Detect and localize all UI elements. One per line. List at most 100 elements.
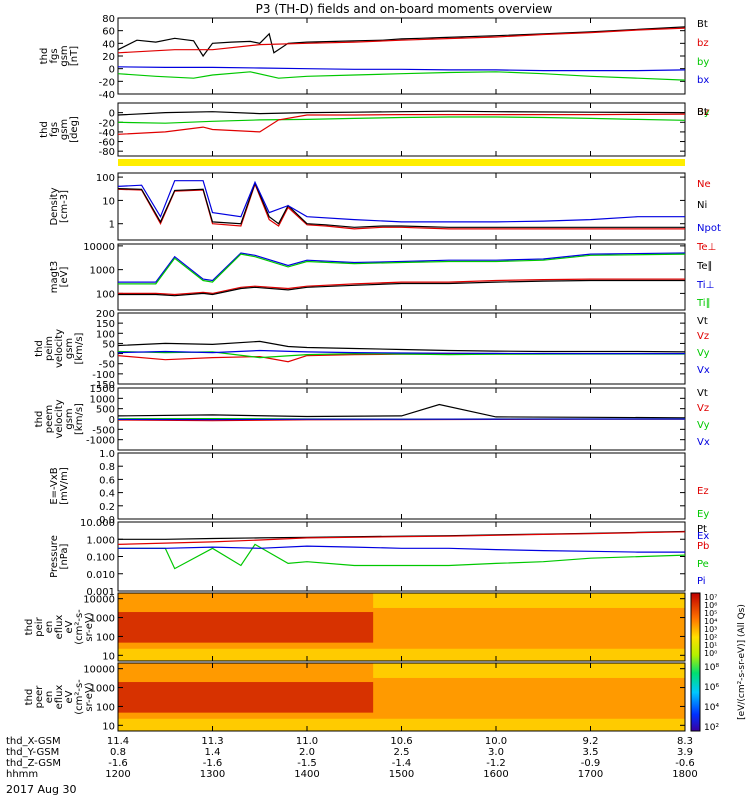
- colorbar-label: [eV/(cm²-s-sr-eV)] (All Qs): [737, 604, 747, 720]
- legend-label-Ey: Ey: [697, 509, 709, 520]
- y-tick-label: 1000: [90, 266, 115, 277]
- series-line-Ni: [117, 181, 685, 228]
- time-axis-value: 9.2: [583, 736, 599, 747]
- y-tick-label: 0: [109, 65, 115, 76]
- time-axis-row-label: hhmm: [6, 769, 38, 780]
- y-axis-label: gsm: [64, 338, 75, 359]
- colorbar-tick: 10⁴: [704, 617, 717, 626]
- y-axis-label: sr-eV): [84, 682, 95, 711]
- y-tick-label: -20: [99, 77, 115, 88]
- legend-label-bx: bx: [697, 75, 709, 86]
- time-axis-value: 2.5: [394, 747, 410, 758]
- y-axis-label: eflux: [54, 615, 65, 640]
- y-axis-label: (cm²-s-: [74, 679, 85, 715]
- y-tick-label: 100: [96, 173, 115, 184]
- time-axis-row-label: thd_X-GSM: [6, 736, 61, 747]
- y-tick-label: 20: [102, 52, 115, 63]
- y-tick-label: 80: [102, 14, 115, 25]
- y-axis-label: [nPa]: [59, 543, 70, 569]
- time-axis-value: 1200: [105, 769, 130, 780]
- colorbar-tick: 10³: [704, 625, 717, 634]
- y-tick-label: 10000: [83, 665, 115, 676]
- y-axis-label: [km/s]: [74, 332, 85, 364]
- time-axis-value: -0.6: [675, 758, 695, 769]
- legend-label-Pi: Pi: [697, 576, 706, 587]
- y-tick-label: 100: [96, 702, 115, 713]
- y-axis-label: [mV/m]: [59, 467, 70, 505]
- y-tick-label: -50: [99, 360, 115, 371]
- series-line-Pb: [117, 531, 686, 545]
- series-line-Pi: [118, 545, 685, 553]
- y-tick-label: -80: [99, 147, 115, 158]
- y-axis-label: thd: [34, 411, 45, 428]
- y-tick-label: -20: [99, 118, 115, 129]
- series-line-bx: [117, 66, 686, 72]
- y-tick-label: 100: [96, 329, 115, 340]
- panel-frame: [117, 521, 686, 592]
- legend-label-Vy: Vy: [697, 348, 710, 359]
- series-line-by: [117, 71, 686, 81]
- y-axis-label: velocity: [54, 329, 65, 368]
- series-line-Vt: [117, 403, 686, 419]
- colorbar-tick: 10⁴: [704, 703, 719, 713]
- y-tick-label: 1.000: [86, 535, 115, 546]
- y-tick-label: 1500: [90, 384, 115, 395]
- y-axis-label: sr-eV): [84, 612, 95, 641]
- panel-efield: 1.0 0.8 0.6 0.4 0.2 0.0 E=-VxB [mV/m] Ez Ey Ex: [49, 449, 709, 542]
- panel-frame: [117, 172, 686, 241]
- legend-label-Vt: Vt: [697, 388, 708, 399]
- spectrogram-low-energy: [118, 648, 685, 661]
- spectrogram-high-energy: [373, 663, 685, 678]
- colorbar-tick: 10⁵: [704, 609, 717, 618]
- time-axis-value: 0.8: [110, 747, 126, 758]
- y-axis-label: thd: [34, 340, 45, 357]
- spectrogram-intense-band: [118, 612, 374, 643]
- colorbar-tick: 10¹: [704, 641, 717, 650]
- y-axis-label: magt3: [49, 261, 60, 294]
- y-tick-label: 0: [109, 415, 115, 426]
- legend-label-Vt: Vt: [697, 316, 708, 327]
- y-tick-label: 0.010: [86, 570, 115, 581]
- y-tick-label: 150: [96, 319, 115, 330]
- time-axis-value: 11.3: [201, 736, 223, 747]
- y-tick-label: 0.6: [99, 475, 115, 486]
- y-axis-label: E=-VxB: [49, 467, 60, 504]
- time-axis-value: 1400: [294, 769, 319, 780]
- legend-label-Ti∥: Ti∥: [696, 298, 711, 309]
- y-axis-label: (cm²-s-: [74, 609, 85, 645]
- colorbar-gradient: [690, 592, 701, 732]
- series-line-Vt: [117, 340, 686, 353]
- time-axis-row-label: thd_Z-GSM: [6, 758, 61, 769]
- y-tick-label: 1000: [90, 684, 115, 695]
- series-line-Ne: [117, 182, 685, 230]
- legend-label-Ti⊥: Ti⊥: [696, 280, 714, 291]
- colorbar-tick: 10⁷: [704, 593, 717, 602]
- time-axis-value: 1.4: [205, 747, 221, 758]
- time-axis-value: 1700: [578, 769, 603, 780]
- series-line-Bt: [117, 110, 686, 116]
- y-tick-label: -100: [92, 370, 115, 381]
- legend-label-By: By: [697, 107, 710, 118]
- series-line-Te⊥: [118, 278, 685, 296]
- series-line-Te∥: [118, 279, 685, 297]
- y-axis-label: eflux: [54, 685, 65, 710]
- y-axis-label: Density: [49, 187, 60, 225]
- time-axis-value: 8.3: [677, 736, 693, 747]
- time-axis-value: -1.4: [392, 758, 412, 769]
- time-axis-value: 3.9: [677, 747, 693, 758]
- legend-label-Te⊥: Te⊥: [696, 242, 716, 253]
- y-axis-label: fgs: [49, 122, 60, 137]
- y-tick-label: 50: [102, 339, 115, 350]
- y-tick-label: -500: [92, 425, 115, 436]
- y-axis-label: eV: [64, 690, 75, 703]
- y-axis-label: thd: [39, 48, 50, 65]
- y-axis-label: en: [44, 691, 55, 704]
- time-axis-value: 1600: [483, 769, 508, 780]
- y-tick-label: -150: [92, 380, 115, 391]
- colorbar-tick: 10⁶: [704, 601, 717, 610]
- series-line-Bt: [117, 26, 686, 58]
